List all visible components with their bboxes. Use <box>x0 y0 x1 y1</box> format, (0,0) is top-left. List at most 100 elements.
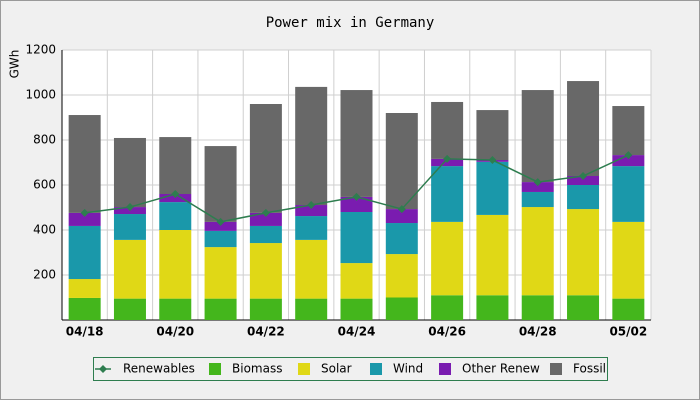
bar-segment <box>204 230 237 248</box>
x-tick-label: 05/02 <box>609 325 647 339</box>
bar-segment <box>385 254 418 298</box>
bar-segment <box>385 297 418 320</box>
bar-segment <box>340 196 373 212</box>
legend-swatch <box>298 363 310 375</box>
bar-segment <box>612 155 645 167</box>
bar-segment <box>431 166 464 222</box>
bar-segment <box>567 295 600 320</box>
y-axis-label: GWh <box>8 50 22 79</box>
bar-segment <box>249 212 282 226</box>
bar-segment <box>340 90 373 197</box>
bar-segment <box>204 146 237 222</box>
x-tick-label: 04/22 <box>247 325 285 339</box>
x-tick-label: 04/26 <box>428 325 466 339</box>
bar-segment <box>113 298 146 320</box>
bar-segment <box>159 298 192 320</box>
bar-segment <box>567 185 600 210</box>
legend-swatch <box>209 363 221 375</box>
line-marker <box>533 178 542 187</box>
bar-segment <box>612 166 645 222</box>
legend-label: Wind <box>393 362 423 376</box>
legend-marker <box>99 365 107 373</box>
bar-segment <box>521 90 554 183</box>
line-marker <box>579 172 588 180</box>
bar-segment <box>431 101 464 159</box>
bar-segment <box>204 298 237 320</box>
bar-segment <box>159 194 192 203</box>
bar-segment <box>295 216 328 240</box>
bar-segment <box>204 221 237 231</box>
bar-segment <box>340 298 373 320</box>
bar-segment <box>431 295 464 320</box>
bar-segment <box>249 104 282 213</box>
bar-segment <box>295 239 328 299</box>
bar-segment <box>521 207 554 296</box>
bar-segment <box>567 81 600 176</box>
bar-segment <box>295 86 328 206</box>
bar-segment <box>159 202 192 230</box>
bar-segment <box>476 161 509 215</box>
bar-segment <box>521 182 554 192</box>
y-tick-label: 200 <box>33 268 56 282</box>
bar-segment <box>113 214 146 240</box>
bar-segment <box>159 137 192 194</box>
chart-title: Power mix in Germany <box>266 15 435 31</box>
bar-segment <box>567 209 600 296</box>
bar-segment <box>612 298 645 320</box>
legend-label: Other Renew <box>462 362 540 376</box>
legend-label: Renewables <box>123 362 195 376</box>
line-marker <box>488 156 497 165</box>
y-tick-label: 400 <box>33 223 56 237</box>
bar-segment <box>431 221 464 296</box>
bar-segment <box>476 110 509 161</box>
y-tick-label: 800 <box>33 133 56 147</box>
bar-segment <box>612 106 645 156</box>
bar-segment <box>68 212 101 226</box>
line-marker <box>307 201 316 210</box>
bar-segment <box>113 137 146 208</box>
bar-segment <box>249 243 282 299</box>
bar-segment <box>68 279 101 298</box>
legend-label: Biomass <box>232 362 282 376</box>
bar-segment <box>340 212 373 264</box>
x-tick-label: 04/18 <box>66 325 104 339</box>
bar-segment <box>113 239 146 299</box>
bar-segment <box>295 298 328 320</box>
bar-segment <box>521 295 554 320</box>
bar-segment <box>476 295 509 320</box>
bar-segment <box>68 115 101 213</box>
bar-segment <box>567 176 600 185</box>
line-marker <box>624 151 633 160</box>
bar-segment <box>340 263 373 299</box>
line-marker <box>125 203 134 212</box>
legend-label: Solar <box>321 362 352 376</box>
bar-segment <box>68 225 101 280</box>
bar-segment <box>521 191 554 208</box>
bar-segment <box>68 297 101 320</box>
bar-segment <box>249 225 282 244</box>
legend-swatch <box>370 363 382 375</box>
y-tick-label: 1200 <box>25 43 56 57</box>
bar-segment <box>612 221 645 299</box>
line-marker <box>261 208 270 217</box>
line-marker <box>352 192 361 201</box>
bar-segment <box>159 230 192 299</box>
y-tick-label: 600 <box>33 178 56 192</box>
bar-segment <box>295 205 328 217</box>
legend-swatch <box>550 363 562 375</box>
bar-segment <box>476 214 509 296</box>
bar-segment <box>385 113 418 210</box>
legend-label: Fossil <box>573 362 606 376</box>
legend-box <box>93 357 608 381</box>
legend-swatch <box>439 363 451 375</box>
line-marker <box>171 190 180 198</box>
line-marker <box>216 217 225 226</box>
y-tick-label: 1000 <box>25 88 56 102</box>
x-tick-label: 04/28 <box>519 325 557 339</box>
x-tick-label: 04/24 <box>338 325 376 339</box>
bar-segment <box>385 209 418 224</box>
bar-segment <box>249 298 282 320</box>
line-marker <box>397 205 406 214</box>
line-marker <box>443 154 452 163</box>
